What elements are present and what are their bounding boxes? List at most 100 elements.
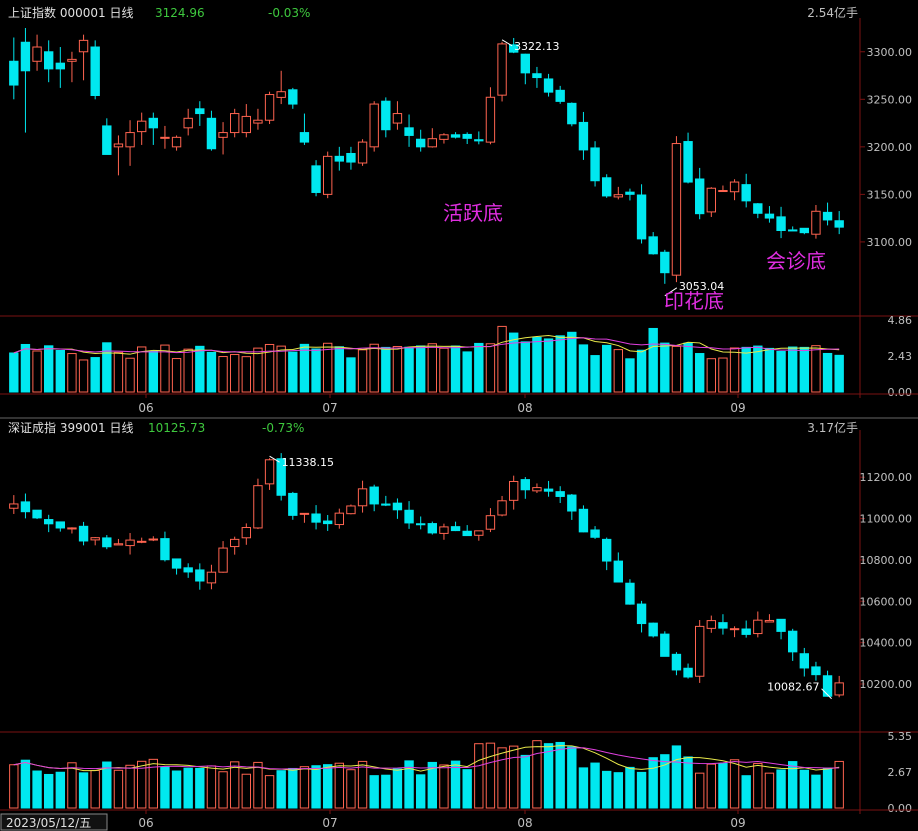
cursor-date-box: 2023/05/12/五 xyxy=(0,813,108,831)
volume-bar xyxy=(753,763,763,809)
volume-bar xyxy=(567,331,577,393)
candle-body xyxy=(462,133,472,139)
candle-body xyxy=(32,46,42,62)
volume-bar xyxy=(822,352,833,393)
volume-bar xyxy=(811,345,821,393)
month-label: 08 xyxy=(517,401,532,415)
candle-body xyxy=(555,491,565,497)
candle-body xyxy=(183,567,193,573)
candle-body xyxy=(323,520,333,525)
index-change-label: -0.73% xyxy=(262,421,304,435)
volume-bar xyxy=(613,772,623,809)
volume-bar xyxy=(834,760,844,809)
volume-bar xyxy=(590,762,600,809)
volume-bar xyxy=(230,761,240,809)
volume-bar xyxy=(648,757,658,809)
sh-panel: 上证指数 000001 日线 3124.96 -0.03% 2.54亿手 3300.00… xyxy=(0,5,918,415)
volume-bar xyxy=(497,325,507,393)
volume-bar xyxy=(706,358,716,393)
candle-body xyxy=(509,480,519,501)
candle-body xyxy=(799,227,809,234)
candle-body xyxy=(706,187,716,213)
volume-bar xyxy=(683,756,693,809)
candle-body xyxy=(416,523,426,526)
volume-bar xyxy=(171,770,182,809)
volume-bar xyxy=(183,767,193,809)
candle-body xyxy=(113,143,124,148)
candle-body xyxy=(9,60,19,86)
volume-bar xyxy=(509,332,519,393)
candle-body xyxy=(218,132,228,138)
candle-body xyxy=(462,530,472,537)
volume-bar xyxy=(741,346,751,393)
candle-body xyxy=(125,539,135,547)
volume-bar xyxy=(578,767,589,809)
index-price-label: 10125.73 xyxy=(148,421,205,435)
candle-body xyxy=(695,625,705,677)
volume-bar xyxy=(764,347,775,393)
volume-bar xyxy=(102,342,112,393)
candle-body xyxy=(78,525,89,542)
volume-bar xyxy=(427,761,437,809)
volume-bar xyxy=(20,343,31,393)
volume-bar xyxy=(497,747,507,809)
candle-body xyxy=(753,619,763,635)
candle-body xyxy=(729,628,740,631)
volume-bar xyxy=(299,343,310,393)
candle-body xyxy=(44,519,54,525)
volume-bar xyxy=(450,345,461,393)
candle-body xyxy=(474,139,484,142)
candle-body xyxy=(776,618,786,632)
candle-body xyxy=(381,503,391,506)
volume-bar xyxy=(660,342,670,393)
candle-body xyxy=(264,94,275,121)
candle-body xyxy=(102,537,112,548)
candle-body xyxy=(148,117,158,129)
volume-bar xyxy=(625,358,635,393)
volume-bar xyxy=(311,765,321,809)
volume-bar xyxy=(369,775,379,809)
candle-body xyxy=(276,91,286,98)
candle-body xyxy=(230,538,240,548)
volume-bar xyxy=(474,342,484,393)
volume-bar xyxy=(718,357,728,393)
candle-body xyxy=(416,138,426,148)
volume-bar xyxy=(404,760,414,809)
volume-bar xyxy=(671,745,682,809)
volume-bar xyxy=(462,351,472,393)
volume-bar xyxy=(137,760,147,809)
volume-bar xyxy=(799,346,809,393)
volume-bar xyxy=(543,743,554,809)
volume-bar xyxy=(44,773,54,809)
volume-bar xyxy=(171,358,182,393)
volume-bar xyxy=(613,349,623,393)
candle-body xyxy=(160,538,170,561)
candle-body xyxy=(67,527,77,530)
candle-body xyxy=(125,132,135,148)
volume-bar xyxy=(264,775,275,809)
low-pointer xyxy=(664,287,678,297)
volume-bar xyxy=(9,352,19,393)
volume-bar xyxy=(532,740,542,809)
candle-body xyxy=(613,194,623,198)
volume-bar xyxy=(299,766,310,809)
candle-body xyxy=(834,682,844,696)
volume-bar xyxy=(485,343,496,393)
y-tick-label: 3200.00 xyxy=(867,141,913,154)
y-tick-label: 11000.00 xyxy=(860,513,913,526)
candle-body xyxy=(288,492,298,516)
volume-bar xyxy=(590,355,600,393)
candle-body xyxy=(264,459,275,485)
y-tick-label: 10600.00 xyxy=(860,595,913,608)
bottom-annotation: 活跃底 xyxy=(443,201,503,225)
candle-body xyxy=(67,58,77,62)
candle-body xyxy=(381,100,391,131)
volume-tick-label: 2.43 xyxy=(888,350,913,363)
volume-bar xyxy=(450,760,461,809)
volume-bar xyxy=(392,768,403,809)
volume-bar xyxy=(288,351,298,393)
volume-bar xyxy=(78,772,89,809)
volume-bar xyxy=(427,343,437,393)
candle-body xyxy=(346,505,356,515)
